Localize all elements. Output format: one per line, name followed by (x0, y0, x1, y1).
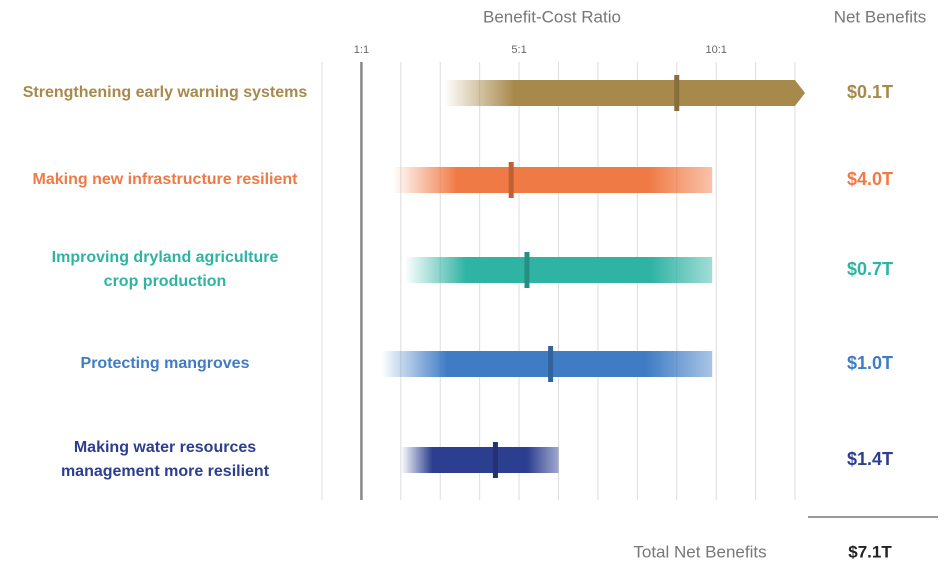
x-tick-label: 10:1 (705, 44, 726, 56)
chart-title: Benefit-Cost Ratio (483, 7, 621, 26)
category-label: Improving dryland agriculture (52, 249, 279, 266)
range-bar (400, 447, 559, 473)
ratio-marker (548, 346, 554, 382)
arrow-head (795, 80, 805, 106)
category-label: Making water resources (74, 439, 256, 456)
total-label: Total Net Benefits (633, 542, 766, 561)
category-label: management more resilient (61, 463, 270, 480)
category-label: crop production (104, 273, 227, 290)
range-bar (404, 257, 713, 283)
net-benefit: $4.0T (847, 169, 893, 189)
net-title: Net Benefits (834, 7, 927, 26)
net-benefit: $0.7T (847, 259, 893, 279)
ratio-marker (492, 442, 498, 478)
range-bar (444, 80, 795, 106)
x-tick-label: 5:1 (511, 44, 526, 56)
x-tick-label: 1:1 (354, 44, 369, 56)
total-value: $7.1T (848, 542, 892, 561)
net-benefit: $1.4T (847, 449, 893, 469)
ratio-marker (674, 75, 680, 111)
category-label: Making new infrastructure resilient (33, 171, 299, 188)
category-label: Protecting mangroves (81, 355, 250, 372)
category-label: Strengthening early warning systems (23, 84, 308, 101)
ratio-marker (508, 162, 514, 198)
ratio-marker (524, 252, 530, 288)
net-benefit: $0.1T (847, 82, 893, 102)
range-bar (392, 167, 713, 193)
net-benefit: $1.0T (847, 353, 893, 373)
range-bar (381, 351, 713, 377)
